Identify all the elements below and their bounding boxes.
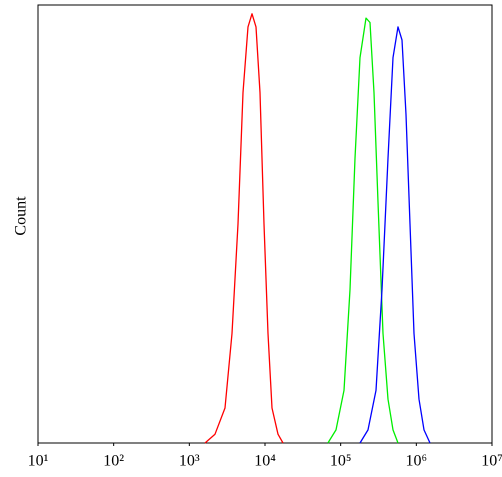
x-tick-label: 10⁵ [330,453,352,470]
x-tick-label: 10² [103,453,124,470]
histogram-line [359,26,431,444]
plot-frame [37,4,493,444]
x-tick-label: 10⁷ [481,453,502,470]
histogram-line [327,17,399,444]
y-axis-label: Count [13,196,30,236]
histogram-line [204,13,284,444]
x-tick-label: 10⁴ [254,453,276,470]
x-tick-label: 10³ [179,453,200,470]
x-tick-label: 10⁶ [406,453,428,470]
x-tick-label: 10¹ [28,453,49,470]
